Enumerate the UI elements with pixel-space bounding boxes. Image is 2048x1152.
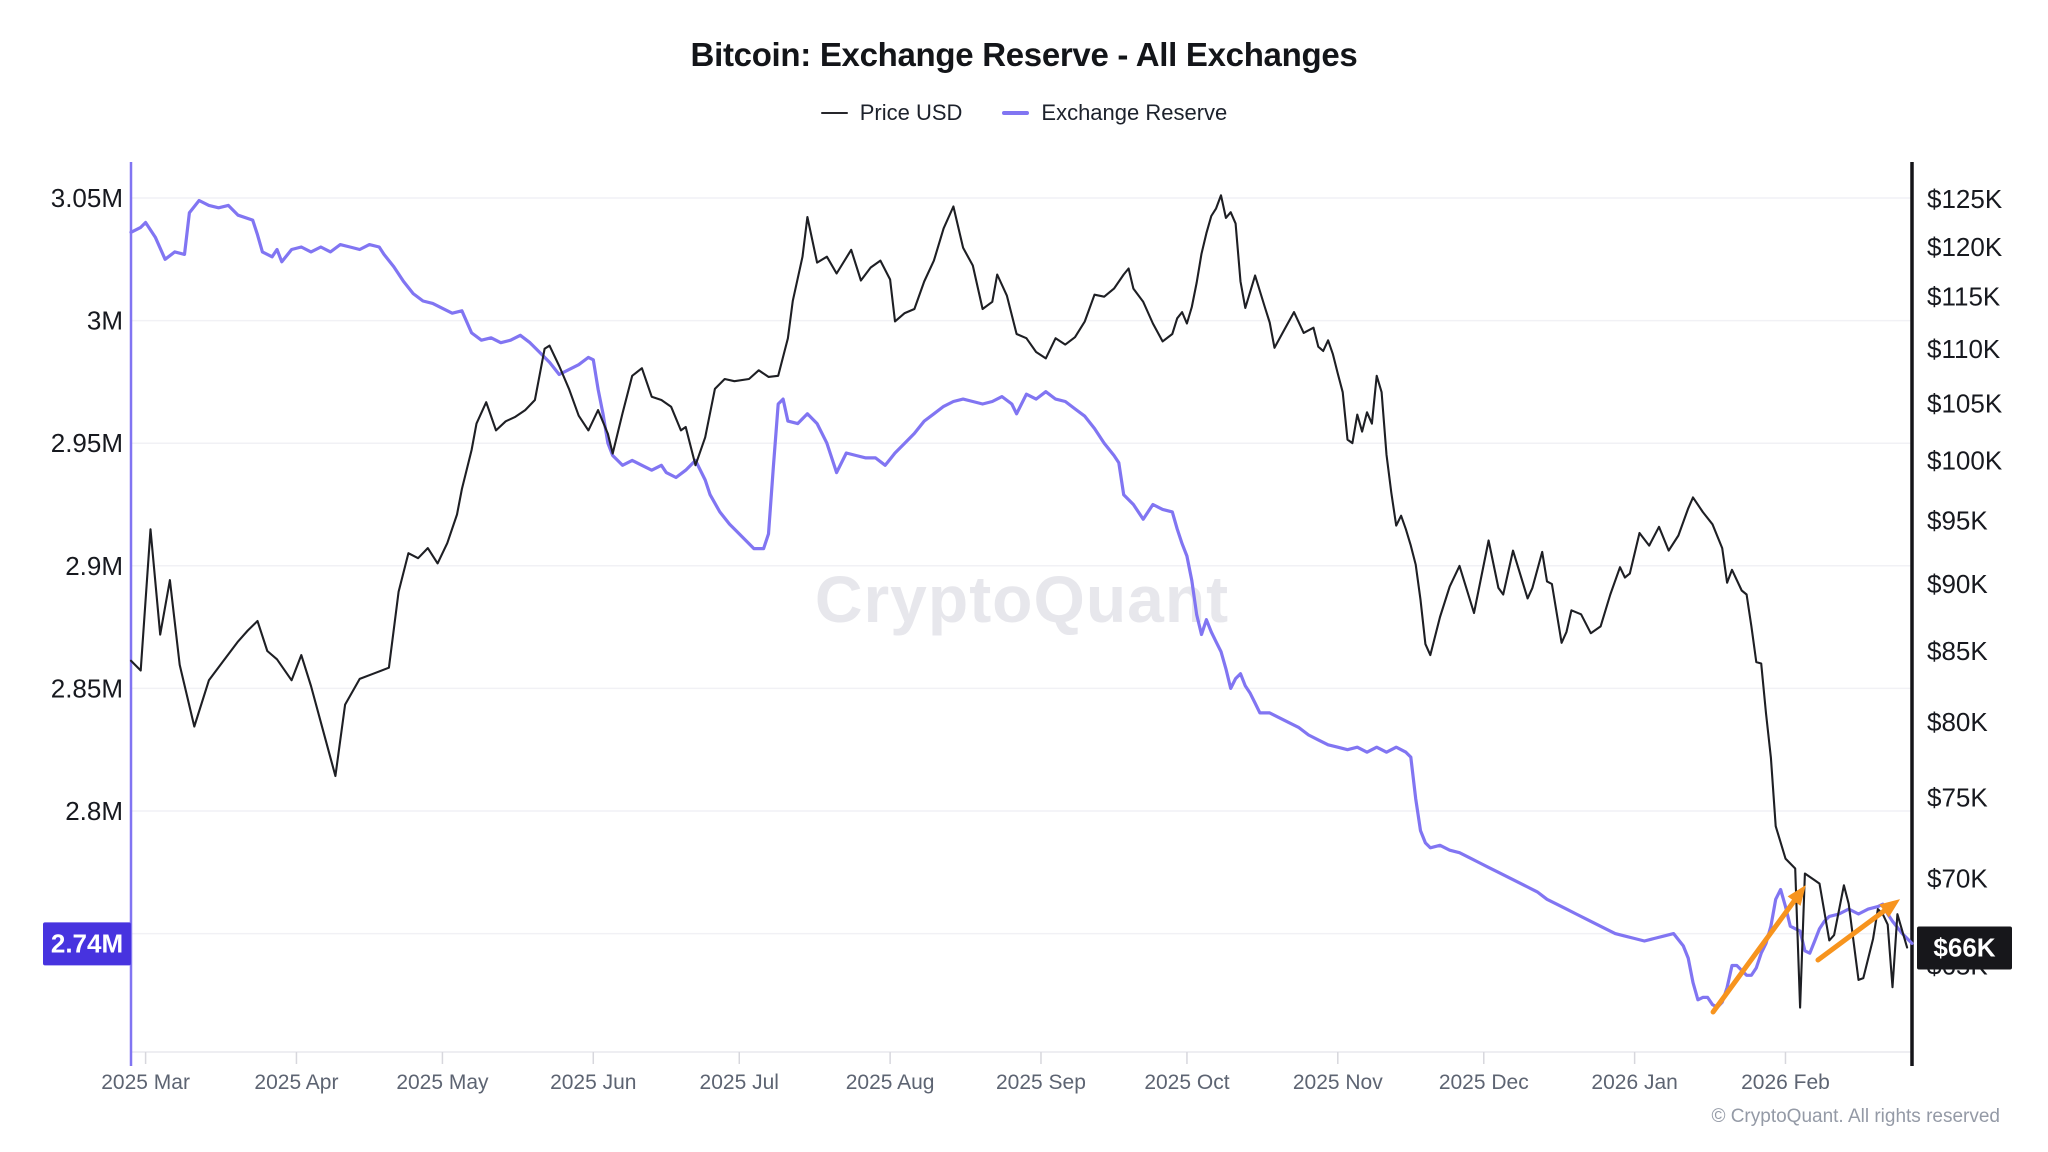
legend: Price USD Exchange Reserve — [0, 100, 2048, 126]
x-tick-label: 2025 Dec — [1439, 1071, 1529, 1094]
left-axis-tick-label: 2.95M — [51, 428, 123, 458]
x-tick-label: 2025 Oct — [1144, 1071, 1229, 1094]
left-axis-tick-label: 3.05M — [51, 183, 123, 213]
legend-dash-icon — [1002, 111, 1030, 115]
right-axis-tick-label: $105K — [1927, 388, 2003, 418]
right-axis-tick-label: $115K — [1927, 282, 2001, 312]
x-tick-label: 2026 Feb — [1741, 1071, 1830, 1094]
right-axis-tick-label: $125K — [1927, 184, 2003, 214]
trend-arrow — [1710, 895, 1799, 1015]
left-axis-tick-label: 2.9M — [65, 551, 123, 581]
legend-item-price-usd[interactable]: Price USD — [820, 100, 963, 126]
x-tick-label: 2025 Jul — [700, 1071, 779, 1094]
x-tick-label: 2025 Aug — [846, 1071, 935, 1094]
legend-item-label: Price USD — [859, 100, 963, 125]
exchange-reserve-line — [129, 198, 1914, 1009]
right-axis-tick-label: $75K — [1927, 783, 1988, 813]
chart-title: Bitcoin: Exchange Reserve - All Exchange… — [690, 36, 1358, 73]
trend-arrowhead-icon — [1879, 899, 1901, 918]
x-tick-label: 2025 Apr — [254, 1071, 338, 1094]
legend-dash-icon — [820, 111, 848, 115]
x-tick-label: 2025 May — [396, 1071, 489, 1094]
x-tick-label: 2025 Mar — [101, 1071, 190, 1094]
right-axis-tick-label: $110K — [1927, 334, 2001, 364]
left-axis-tick-label: 3M — [87, 306, 123, 336]
x-tick-label: 2026 Jan — [1591, 1071, 1677, 1094]
trend-arrow — [1815, 906, 1890, 963]
reserve-last-value-badge — [43, 922, 131, 966]
left-axis-tick-label: 2.85M — [51, 673, 123, 703]
reserve-last-value-badge-label: 2.74M — [51, 928, 123, 958]
right-axis-tick-label: $120K — [1927, 232, 2003, 262]
left-axis-tick-label: 2.8M — [65, 796, 123, 826]
x-tick-label: 2025 Nov — [1293, 1071, 1383, 1094]
price-last-value-badge-label: $66K — [1933, 933, 1995, 963]
right-axis-tick-label: $90K — [1927, 569, 1988, 599]
x-tick-label: 2025 Jun — [550, 1071, 636, 1094]
right-axis-tick-label: $80K — [1927, 707, 1988, 737]
legend-item-exchange-reserve[interactable]: Exchange Reserve — [1002, 100, 1227, 126]
price-last-value-badge — [1917, 926, 2012, 970]
right-axis-tick-label: $100K — [1927, 446, 2003, 476]
legend-item-label: Exchange Reserve — [1041, 100, 1228, 125]
trend-arrowhead-icon — [1787, 884, 1806, 906]
right-axis-tick-label: $70K — [1927, 864, 1988, 894]
price-usd-line — [129, 194, 1909, 1009]
right-axis-tick-label: $85K — [1927, 636, 1988, 666]
right-axis-tick-label: $95K — [1927, 506, 1988, 536]
x-tick-label: 2025 Sep — [996, 1071, 1086, 1094]
copyright-footer: © CryptoQuant. All rights reserved — [1711, 1106, 2000, 1127]
watermark: CryptoQuant — [815, 562, 1229, 636]
